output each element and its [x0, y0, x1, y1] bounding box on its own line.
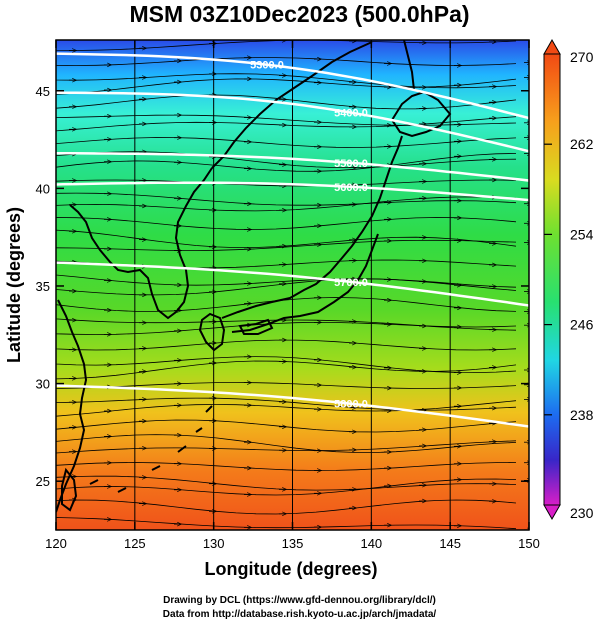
contour-label: 5700.0	[334, 277, 368, 289]
streamline	[56, 360, 517, 380]
y-axis-ticks: 25 30 35 40 45	[36, 84, 529, 489]
x-tick-label: 135	[282, 536, 304, 551]
korea-coastline	[69, 167, 213, 320]
contour-label: 5400.0	[334, 108, 368, 120]
color-bar-ticks: 238 246 254 262	[544, 136, 594, 423]
y-tick-label: 30	[36, 377, 50, 392]
streamline	[56, 114, 517, 126]
x-tick-label: 130	[203, 536, 225, 551]
map-title: MSM 03Z10Dec2023 (500.0hPa)	[129, 1, 470, 27]
y-tick-label: 45	[36, 84, 50, 99]
sakhalin-coastline	[403, 40, 415, 91]
streamline	[56, 400, 517, 417]
height-contours: 5200.0 5300.0 5400.0 5500.0 5600.0 5700.0 5800…	[51, 0, 531, 428]
taiwan-coastline	[61, 467, 78, 512]
streamline	[56, 434, 517, 453]
streamline	[56, 278, 517, 296]
color-bar-tick-label: 254	[570, 226, 594, 242]
streamline	[56, 217, 517, 230]
x-axis-label: Longitude (degrees)	[204, 559, 377, 579]
contour-label: 5200.0	[334, 0, 368, 5]
streamline	[56, 499, 517, 515]
streamline	[56, 462, 517, 471]
streamline	[56, 73, 517, 89]
ryukyu-islands	[89, 405, 213, 493]
color-bar-tick-label: 246	[570, 317, 594, 333]
streamline	[56, 397, 517, 411]
streamline	[56, 116, 517, 132]
color-bar-tick-label: 238	[570, 407, 594, 423]
credit-data: Data from http://database.rish.kyoto-u.a…	[162, 609, 437, 620]
streamline	[56, 137, 517, 148]
streamline	[56, 179, 517, 187]
contour-line	[56, 91, 529, 153]
contour-line	[56, 52, 529, 120]
streamline	[56, 239, 517, 251]
y-axis-label: Latitude (degrees)	[4, 207, 24, 363]
color-bar-min-label: 230	[570, 505, 594, 521]
y-tick-label: 35	[36, 279, 50, 294]
streamline	[56, 478, 517, 496]
streamline	[56, 151, 517, 168]
credit-drawing: Drawing by DCL (https://www.gfd-dennou.o…	[163, 595, 436, 606]
streamline	[56, 274, 517, 291]
x-tick-label: 140	[360, 536, 382, 551]
streamline	[56, 419, 517, 433]
streamline	[56, 57, 517, 66]
color-bar: 238 246 254 262 270 230	[543, 38, 594, 521]
contour-label: 5500.0	[334, 158, 368, 170]
streamline	[56, 475, 517, 491]
streamline	[56, 78, 517, 95]
contour-label: 5800.0	[334, 399, 368, 411]
contour-line	[56, 384, 529, 428]
japan-hokkaido-coastline	[390, 90, 452, 138]
streamline	[56, 94, 517, 110]
x-axis-ticks: 120 125 130 135 140 145 150	[45, 40, 540, 551]
japan-shikoku-coastline	[238, 318, 274, 335]
x-tick-label: 125	[124, 536, 146, 551]
color-bar-tick-label: 262	[570, 136, 594, 152]
streamline	[56, 517, 517, 530]
x-tick-label: 150	[518, 536, 540, 551]
contour-line	[56, 181, 529, 202]
streamline	[56, 321, 517, 335]
y-tick-label: 40	[36, 181, 50, 196]
contour-label: 5300.0	[250, 60, 284, 72]
china-coastline	[56, 299, 88, 513]
streamline	[56, 339, 517, 351]
coastlines	[56, 40, 452, 513]
x-tick-label: 145	[439, 536, 461, 551]
contour-label: 5600.0	[334, 182, 368, 194]
japan-honshu-coastline	[221, 135, 403, 333]
russia-coastline	[211, 41, 373, 169]
streamline	[56, 153, 517, 172]
y-tick-label: 25	[36, 474, 50, 489]
color-bar-top-cap	[543, 38, 561, 55]
contour-line	[51, 0, 531, 29]
contour-line	[56, 151, 529, 182]
japan-kyushu-coastline	[198, 312, 226, 352]
color-bar-max-label: 270	[570, 49, 594, 65]
x-tick-label: 120	[45, 536, 67, 551]
streamline	[56, 440, 517, 454]
color-bar-bottom-cap	[543, 504, 561, 521]
contour-line	[56, 261, 529, 307]
streamline	[56, 196, 517, 212]
color-bar-body	[543, 53, 561, 506]
streamline	[56, 192, 517, 206]
streamline	[56, 229, 517, 249]
